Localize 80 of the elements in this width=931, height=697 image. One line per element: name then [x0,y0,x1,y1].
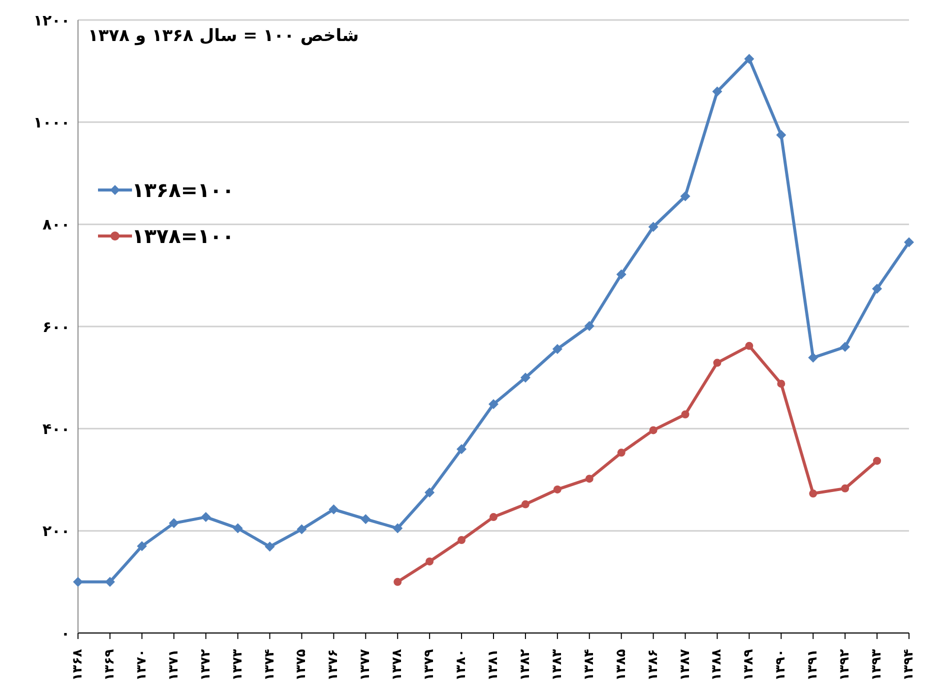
point [584,320,594,331]
x-tick-label: ۱۳۸۱ [486,649,501,681]
point [458,536,466,544]
point [394,578,402,586]
y-tick-label: ۸۰۰ [42,216,70,234]
y-tick-label: ۰ [60,624,70,642]
legend-label: ۱۳۶۸=۱۰۰ [132,178,234,202]
point [264,542,275,552]
x-tick-label: ۱۳۹۴ [902,648,916,681]
y-tick-label: ۲۰۰ [42,522,70,540]
point [777,380,786,388]
point [490,513,498,522]
point [73,576,83,587]
legend-label: ۱۳۷۸=۱۰۰ [132,224,234,248]
x-tick-label: ۱۳۹۳ [870,648,885,681]
point [426,557,434,566]
x-tick-label: ۱۳۹۱ [806,649,821,681]
x-tick-label: ۱۳۸۸ [710,648,725,681]
point [681,410,690,418]
x-tick-label: ۱۳۷۴ [262,648,278,681]
x-tick-label: ۱۳۸۰ [454,649,470,681]
point [809,490,818,498]
point [520,372,530,383]
x-tick-label: ۱۳۸۲ [518,648,533,681]
point [232,523,243,534]
x-tick-label: ۱۳۷۹ [422,648,438,681]
x-tick-label: ۱۳۷۳ [230,648,246,681]
point [841,484,850,492]
x-tick-label: ۱۳۶۸ [70,648,86,681]
x-tick-label: ۱۳۷۱ [166,649,182,681]
point [456,444,467,454]
point [712,86,722,97]
x-tick-label: ۱۳۷۰ [134,649,150,681]
point [680,191,690,202]
x-tick-label: ۱۳۷۵ [294,648,310,681]
x-tick-label: ۱۳۸۴ [582,648,597,681]
point [168,518,179,528]
x-tick-label: ۱۳۸۳ [550,648,565,681]
point [488,399,498,410]
point [617,448,626,457]
x-tick-label: ۱۳۷۲ [198,648,214,681]
x-tick-label: ۱۳۷۷ [358,648,374,681]
x-tick-label: ۱۳۸۵ [614,648,629,681]
point [904,237,914,248]
y-tick-label: ۴۰۰ [42,420,70,438]
point [744,54,754,64]
annotation: شاخص ۱۰۰ = سال ۱۳۶۸ و ۱۳۷۸ [82,24,365,48]
point [521,500,530,508]
point [745,342,754,350]
point [200,512,211,522]
point [296,524,307,534]
point [808,352,818,363]
point [360,514,371,524]
x-tick-label: ۱۳۸۶ [646,649,661,681]
x-tick-label: ۱۳۷۸ [390,648,406,681]
point [776,130,786,140]
point [873,456,882,465]
point [553,485,562,494]
x-tick-label: ۱۳۸۹ [742,648,757,681]
point [136,541,147,552]
x-tick-label: ۱۳۶۹ [102,648,118,681]
y-tick-label: ۱۰۰۰ [33,113,70,132]
y-tick-label: ۶۰۰ [42,318,70,336]
point [552,344,562,354]
point [104,576,115,587]
point [649,426,658,434]
point [616,269,626,280]
point [840,342,850,352]
x-tick-label: ۱۳۹۲ [838,648,853,681]
point [392,523,403,534]
y-tick-label: ۱۲۰۰ [33,11,70,30]
point [424,488,435,498]
point [713,358,722,367]
point [585,474,594,483]
point [872,284,882,294]
x-tick-label: ۱۳۹۰ [774,649,789,681]
point [328,504,339,514]
x-tick-label: ۱۳۸۷ [678,648,693,681]
x-tick-label: ۱۳۷۶ [326,649,342,681]
point [648,222,658,232]
